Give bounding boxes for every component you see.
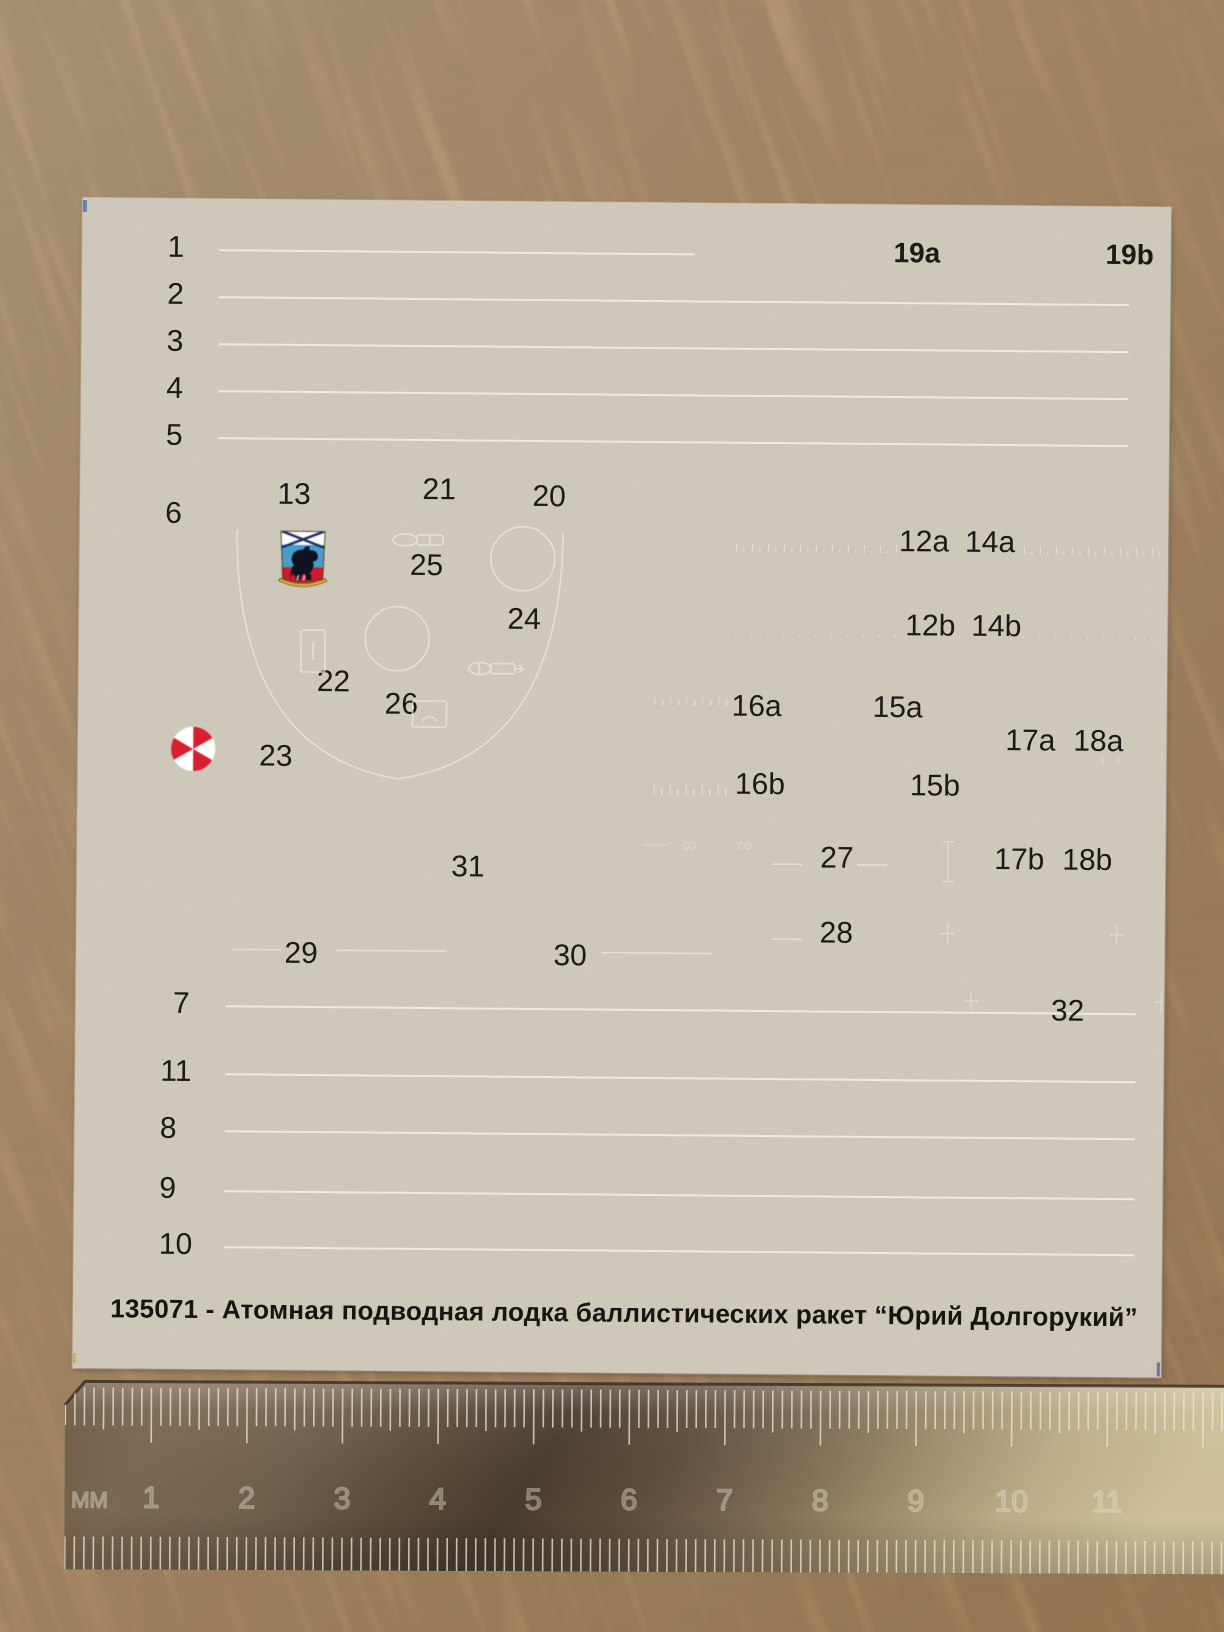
svg-text:MM: MM — [71, 1487, 108, 1512]
svg-text:5: 5 — [525, 1483, 542, 1516]
svg-text:11: 11 — [1091, 1486, 1122, 1519]
svg-text:8: 8 — [812, 1485, 829, 1518]
svg-text:1: 1 — [143, 1482, 160, 1515]
svg-text:∞: ∞ — [737, 835, 751, 857]
svg-text:4: 4 — [429, 1483, 446, 1516]
svg-text:∞: ∞ — [682, 834, 696, 856]
svg-text:3: 3 — [334, 1483, 351, 1516]
svg-text:9: 9 — [907, 1485, 924, 1518]
svg-text:7: 7 — [716, 1484, 733, 1517]
svg-text:2: 2 — [238, 1482, 255, 1515]
svg-text:10: 10 — [995, 1485, 1029, 1518]
svg-text:6: 6 — [621, 1484, 638, 1517]
